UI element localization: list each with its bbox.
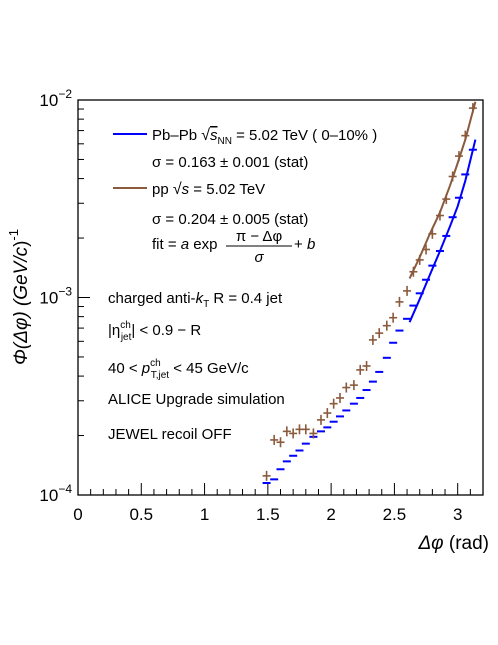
point-pp bbox=[422, 244, 431, 255]
annotations: charged anti-kT R = 0.4 jet |ηch jet| < 0… bbox=[108, 290, 285, 443]
x-tick-label: 2.5 bbox=[383, 505, 407, 524]
svg-text:fit = a exp: fit = a exp bbox=[152, 236, 217, 253]
point-pp bbox=[342, 382, 351, 393]
point-pp bbox=[389, 312, 398, 323]
point-pp bbox=[262, 470, 271, 481]
point-pp bbox=[409, 266, 418, 277]
point-pp bbox=[428, 228, 437, 239]
x-axis-label: Δφ (rad) bbox=[417, 533, 489, 554]
point-pp bbox=[329, 398, 338, 409]
x-tick-label: 2 bbox=[326, 505, 335, 524]
y-tick-label: 10−3 bbox=[39, 285, 72, 308]
svg-text:σ: σ bbox=[254, 249, 264, 266]
point-pp bbox=[415, 254, 424, 265]
x-tick-label: 1 bbox=[200, 505, 209, 524]
point-pp bbox=[375, 328, 384, 339]
point-pp bbox=[382, 320, 391, 331]
point-pp bbox=[335, 392, 344, 403]
point-pp bbox=[349, 380, 358, 391]
point-pp bbox=[403, 285, 412, 296]
x-tick-label: 0 bbox=[73, 505, 82, 524]
point-pp bbox=[270, 434, 279, 445]
axis-ticks: 0 0.5 1 1.5 2 2.5 3 10−4 10−3 10−2 bbox=[39, 87, 484, 524]
point-pp bbox=[454, 151, 463, 162]
point-pp bbox=[435, 210, 444, 221]
point-pp bbox=[461, 130, 470, 141]
legend-pp-label: pp √s = 5.02 TeV bbox=[152, 181, 265, 198]
annotation-jewel: JEWEL recoil OFF bbox=[108, 426, 232, 443]
svg-text:π − Δφ: π − Δφ bbox=[236, 228, 283, 245]
fit-curve-pbpb bbox=[408, 139, 477, 323]
point-pp bbox=[362, 360, 371, 371]
point-pp bbox=[368, 334, 377, 345]
legend: Pb–Pb √sNN = 5.02 TeV ( 0–10% ) σ = 0.16… bbox=[113, 127, 377, 266]
point-pp bbox=[309, 428, 318, 439]
data-points bbox=[262, 103, 477, 485]
x-tick-label: 1.5 bbox=[256, 505, 280, 524]
annotation-eta-cut: |ηch jet| < 0.9 − R bbox=[108, 320, 201, 343]
legend-pp-sigma: σ = 0.204 ± 0.005 (stat) bbox=[152, 211, 308, 228]
point-pp bbox=[301, 424, 310, 435]
point-pp bbox=[468, 103, 477, 114]
legend-pbpb-label: Pb–Pb √sNN = 5.02 TeV ( 0–10% ) bbox=[152, 127, 377, 147]
point-pp bbox=[356, 364, 365, 375]
point-pp bbox=[448, 171, 457, 182]
annotation-pt-range: 40 < pch T,jet < 45 GeV/c bbox=[108, 358, 249, 381]
point-pp bbox=[289, 428, 298, 439]
point-pp bbox=[442, 194, 451, 205]
annotation-alice-upgrade: ALICE Upgrade simulation bbox=[108, 391, 285, 408]
y-tick-label: 10−2 bbox=[39, 87, 72, 110]
y-axis-label: Φ(Δφ) (GeV/c)-1 bbox=[6, 229, 32, 365]
annotation-jet-definition: charged anti-kT R = 0.4 jet bbox=[108, 290, 283, 310]
x-tick-label: 0.5 bbox=[129, 505, 153, 524]
point-pp bbox=[276, 437, 285, 448]
legend-fit-formula: fit = a exp π − Δφ σ + b bbox=[152, 228, 315, 266]
point-pp bbox=[317, 414, 325, 425]
y-tick-label: 10−4 bbox=[39, 482, 72, 505]
svg-text:+ b: + b bbox=[294, 236, 315, 253]
point-pp bbox=[323, 408, 332, 419]
point-pp bbox=[282, 426, 291, 437]
x-tick-label: 3 bbox=[453, 505, 462, 524]
legend-pbpb-sigma: σ = 0.163 ± 0.001 (stat) bbox=[152, 154, 308, 171]
point-pp bbox=[395, 296, 404, 307]
